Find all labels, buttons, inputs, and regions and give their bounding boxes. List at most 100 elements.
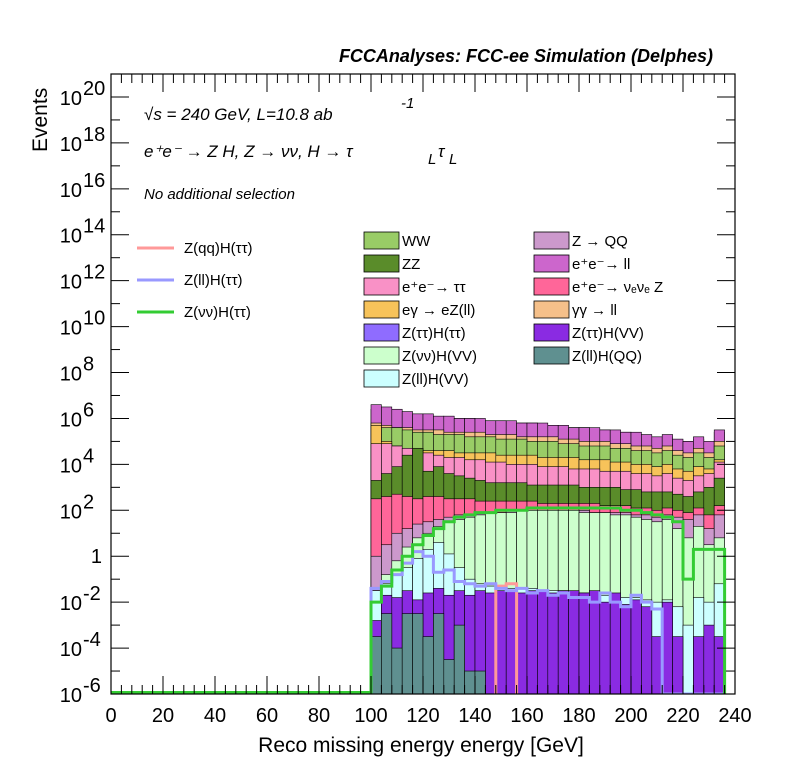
hist-ztautau-hvv-bin <box>505 590 517 694</box>
legend-entry-label: Z(νν)H(VV) <box>402 348 477 365</box>
y-tick-label: 10 <box>60 409 82 431</box>
hist-ztautau-hvv-bin <box>693 636 705 694</box>
legend-entry-label: Z(ll)H(VV) <box>402 371 469 388</box>
legend-box-swatch <box>533 323 570 342</box>
y-tick-label: 10 <box>60 364 82 386</box>
x-tick-label: 100 <box>354 705 387 727</box>
hist-ztautau-hvv-bin <box>672 636 684 694</box>
hist-zll-hqq-bin <box>391 647 403 694</box>
legend-box-swatch <box>533 300 570 319</box>
legend-entry-label: Z(qq)H(ττ) <box>184 240 253 257</box>
x-tick-label: 200 <box>614 705 647 727</box>
y-tick-exponent: 4 <box>83 445 94 467</box>
hist-ztautau-hvv-bin <box>703 624 715 694</box>
hist-ztautau-hvv-bin <box>557 590 569 694</box>
hist-ztautau-hvv-bin <box>599 601 611 694</box>
y-tick-exponent: -2 <box>83 583 101 605</box>
x-axis-ticks: 0 20 40 60 80 100 120 140 160 180 200 220 240 <box>105 74 752 727</box>
x-tick-label: 40 <box>204 705 226 727</box>
process-subscript-1: L <box>428 151 436 168</box>
x-tick-label: 60 <box>256 705 278 727</box>
hist-ztautau-hvv-bin <box>589 590 601 694</box>
y-tick-exponent: 16 <box>83 170 105 192</box>
hist-ztautau-hvv-bin <box>516 592 528 694</box>
line-sig-nunu <box>369 506 727 694</box>
legend: Z(qq)H(ττ) Z(ll)H(ττ) Z(νν)H(ττ) WW ZZ e⁺e⁻→ … <box>137 231 663 388</box>
legend-entry-label: e⁺e⁻→ ττ <box>402 279 466 296</box>
x-tick-label: 80 <box>308 705 330 727</box>
hist-ztautau-hvv-bin <box>630 599 642 694</box>
y-tick-exponent: 10 <box>83 308 105 330</box>
y-tick-label: 10 <box>60 501 82 523</box>
hist-zll-hqq-bin <box>474 670 486 694</box>
y-tick-label: 10 <box>60 685 82 707</box>
legend-box-swatch <box>363 231 400 250</box>
legend-entry-label: e⁺e⁻→ ll <box>572 256 630 273</box>
hist-ztautau-hvv-bin <box>713 636 725 694</box>
hist-zll-hqq-bin <box>381 613 393 694</box>
hist-ztautau-hvv-bin <box>641 606 653 694</box>
hist-ztautau-hvv-bin <box>485 592 497 694</box>
y-tick-label: 10 <box>60 226 82 248</box>
x-tick-label: 140 <box>458 705 491 727</box>
x-tick-label: 20 <box>152 705 174 727</box>
y-tick-label: 10 <box>60 318 82 340</box>
legend-box-swatch <box>363 346 400 365</box>
hist-zll-hqq-bin <box>370 636 382 694</box>
legend-entry-label: Z(ττ)H(ττ) <box>402 325 466 342</box>
legend-entry-label: Z(ll)H(ττ) <box>184 272 243 289</box>
legend-box-swatch <box>363 369 400 388</box>
y-tick-exponent: 8 <box>83 354 94 376</box>
legend-entry-label: eγ → eZ(ll) <box>402 302 475 319</box>
legend-entry-label: e⁺e⁻→ νₑνₑ Z <box>572 279 663 296</box>
hist-zll-hqq <box>370 613 486 694</box>
y-tick-exponent: 14 <box>83 216 105 238</box>
y-tick-label: 10 <box>60 272 82 294</box>
stacked-histograms <box>370 404 725 694</box>
y-tick-label: 1 <box>91 546 102 568</box>
hist-ztautau-hvv-bin <box>495 590 507 694</box>
process-subscript-2: L <box>449 151 457 168</box>
legend-entry-label: Z → QQ <box>572 233 628 250</box>
hist-zll-hqq-bin <box>412 613 424 694</box>
y-tick-label: 10 <box>60 593 82 615</box>
legend-entry-label: Z(ll)H(QQ) <box>572 348 642 365</box>
hist-ztautau-hvv-bin <box>568 590 580 694</box>
x-tick-label: 0 <box>105 705 116 727</box>
hist-ztautau-hvv-bin <box>609 592 621 694</box>
hist-zll-hqq-bin <box>433 613 445 694</box>
y-tick-exponent: -6 <box>83 675 101 697</box>
y-axis-label: Events <box>29 88 52 152</box>
y-tick-exponent: 20 <box>83 78 105 100</box>
line-sig-ll <box>369 550 725 694</box>
hist-ztautau-hvv-bin <box>620 604 632 694</box>
hist-ztautau-hvv-bin <box>661 601 673 694</box>
legend-box-swatch <box>363 323 400 342</box>
line-sig-qq <box>494 582 519 694</box>
hist-zll-hqq-bin <box>401 613 413 694</box>
legend-box-swatch <box>363 300 400 319</box>
legend-entry-label: Z(ττ)H(VV) <box>572 325 644 342</box>
y-tick-label: 10 <box>60 88 82 110</box>
y-tick-label: 10 <box>60 455 82 477</box>
selection-annotation: No additional selection <box>144 186 295 203</box>
energy-exponent: -1 <box>401 95 414 112</box>
legend-entry-label: Z(νν)H(ττ) <box>184 304 251 321</box>
x-axis-label: Reco missing energy energy [GeV] <box>258 734 584 757</box>
hist-ztautau-hvv-bin <box>547 592 559 694</box>
signal-lines <box>111 506 727 694</box>
energy-annotation: √s = 240 GeV, L=10.8 ab <box>144 105 333 124</box>
header-title: FCCAnalyses: FCC-ee Simulation (Delphes) <box>339 46 713 66</box>
x-tick-label: 240 <box>718 705 751 727</box>
y-tick-exponent: 2 <box>83 491 94 513</box>
y-tick-exponent: 18 <box>83 124 105 146</box>
x-tick-label: 180 <box>562 705 595 727</box>
y-tick-exponent: 12 <box>83 262 105 284</box>
hist-zll-hqq-bin <box>464 670 476 694</box>
process-annotation: e⁺e⁻ → Z H, Z → νν, H → τ <box>144 142 354 161</box>
hist-zll-hvv-bin <box>682 624 694 694</box>
hist-ztautau-hvv-bin <box>526 590 538 694</box>
legend-entry-label: ZZ <box>402 256 420 273</box>
